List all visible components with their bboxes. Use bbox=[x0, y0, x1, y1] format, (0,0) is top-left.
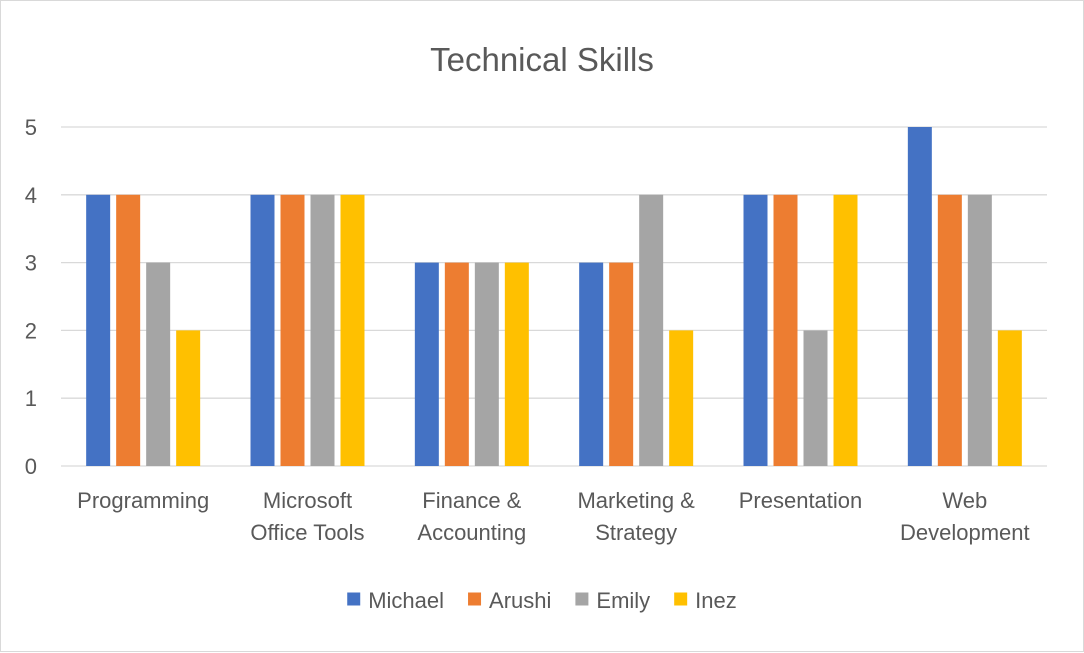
bar-inez bbox=[340, 194, 365, 467]
bar-michael bbox=[86, 194, 111, 467]
bar-emily bbox=[474, 262, 499, 466]
bar-emily bbox=[310, 194, 335, 467]
legend-label: Emily bbox=[596, 588, 650, 613]
x-category-label: Marketing & bbox=[577, 488, 695, 513]
bar-emily bbox=[967, 194, 992, 467]
x-category-label: Accounting bbox=[417, 520, 526, 545]
legend-swatch-inez bbox=[674, 592, 688, 606]
bar-michael bbox=[743, 194, 768, 467]
bar-michael bbox=[579, 262, 604, 466]
bar-emily bbox=[146, 262, 171, 466]
x-category-label: Strategy bbox=[595, 520, 677, 545]
legend-swatch-arushi bbox=[468, 592, 482, 606]
y-tick-label: 5 bbox=[25, 115, 37, 140]
x-category-label: Office Tools bbox=[250, 520, 364, 545]
y-tick-label: 1 bbox=[25, 386, 37, 411]
x-category-label: Presentation bbox=[739, 488, 863, 513]
y-tick-label: 2 bbox=[25, 318, 37, 343]
legend-swatch-emily bbox=[575, 592, 589, 606]
gridlines bbox=[61, 126, 1047, 467]
bar-inez bbox=[504, 262, 529, 466]
y-tick-label: 3 bbox=[25, 251, 37, 276]
bar-arushi bbox=[280, 194, 305, 467]
x-category-label: Microsoft bbox=[263, 488, 352, 513]
bar-inez bbox=[997, 330, 1022, 466]
y-tick-label: 0 bbox=[25, 454, 37, 479]
x-category-label: Finance & bbox=[422, 488, 521, 513]
bar-arushi bbox=[444, 262, 469, 466]
bar-emily bbox=[639, 194, 664, 467]
legend: Michael Arushi Emily Inez bbox=[347, 588, 737, 613]
bar-michael bbox=[414, 262, 439, 466]
legend-label: Inez bbox=[695, 588, 737, 613]
bar-arushi bbox=[773, 194, 798, 467]
bar-arushi bbox=[116, 194, 141, 467]
y-axis-ticks: 0 1 2 3 4 5 bbox=[25, 115, 37, 479]
legend-label: Arushi bbox=[489, 588, 551, 613]
x-category-label: Web bbox=[942, 488, 987, 513]
x-category-label: Development bbox=[900, 520, 1030, 545]
bar-arushi bbox=[609, 262, 634, 466]
bar-arushi bbox=[937, 194, 962, 467]
bar-inez bbox=[833, 194, 858, 467]
chart-title: Technical Skills bbox=[430, 41, 654, 78]
bars bbox=[86, 127, 1022, 467]
legend-swatch-michael bbox=[347, 592, 361, 606]
x-category-label: Programming bbox=[77, 488, 209, 513]
legend-label: Michael bbox=[368, 588, 444, 613]
bar-michael bbox=[250, 194, 275, 467]
y-tick-label: 4 bbox=[25, 183, 37, 208]
bar-michael bbox=[907, 127, 932, 466]
bar-emily bbox=[803, 330, 828, 466]
x-axis-categories: Programming Microsoft Office Tools Finance … bbox=[77, 488, 1030, 545]
bar-inez bbox=[176, 330, 201, 466]
bar-inez bbox=[669, 330, 694, 466]
